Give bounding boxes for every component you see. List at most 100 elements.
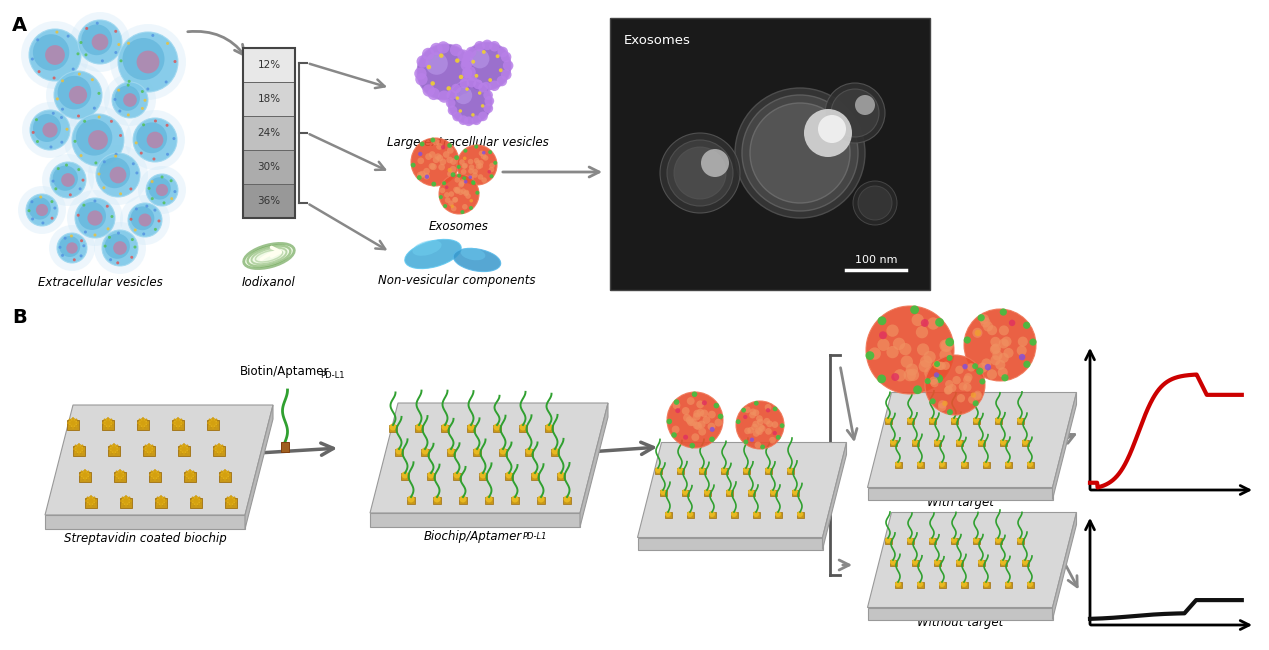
- Text: Biotin/Aptamer: Biotin/Aptamer: [240, 365, 330, 378]
- Circle shape: [758, 424, 764, 431]
- Circle shape: [501, 52, 511, 62]
- Circle shape: [174, 60, 176, 63]
- Circle shape: [459, 159, 464, 165]
- Circle shape: [697, 400, 704, 408]
- Circle shape: [831, 89, 879, 137]
- Circle shape: [429, 151, 435, 158]
- Text: B: B: [11, 308, 27, 327]
- Circle shape: [929, 417, 935, 423]
- Circle shape: [418, 152, 423, 156]
- Circle shape: [52, 179, 55, 183]
- Circle shape: [702, 400, 707, 406]
- Circle shape: [117, 261, 119, 265]
- Circle shape: [156, 497, 165, 506]
- Circle shape: [151, 180, 154, 183]
- Circle shape: [911, 314, 924, 326]
- Circle shape: [481, 82, 491, 92]
- Circle shape: [119, 134, 122, 137]
- Circle shape: [166, 42, 169, 45]
- Circle shape: [104, 244, 107, 248]
- Circle shape: [472, 79, 482, 90]
- Circle shape: [963, 337, 971, 344]
- Circle shape: [185, 471, 194, 480]
- Circle shape: [214, 445, 223, 454]
- Circle shape: [935, 361, 944, 370]
- Circle shape: [968, 395, 977, 404]
- Circle shape: [113, 98, 117, 101]
- Circle shape: [546, 424, 552, 430]
- Bar: [453, 473, 461, 480]
- Polygon shape: [868, 488, 1052, 499]
- Circle shape: [49, 225, 95, 271]
- Circle shape: [964, 373, 972, 382]
- Circle shape: [879, 332, 887, 339]
- Circle shape: [997, 367, 1008, 378]
- Circle shape: [60, 116, 63, 119]
- Circle shape: [80, 154, 82, 157]
- Circle shape: [51, 216, 53, 220]
- Circle shape: [457, 49, 470, 62]
- Circle shape: [77, 168, 80, 171]
- Circle shape: [939, 461, 945, 467]
- Circle shape: [1005, 581, 1011, 587]
- Circle shape: [444, 192, 449, 198]
- Circle shape: [418, 172, 424, 178]
- Circle shape: [967, 363, 976, 372]
- Circle shape: [665, 511, 671, 517]
- Bar: [1000, 560, 1008, 566]
- Text: Iodixanol: Iodixanol: [242, 276, 296, 289]
- Circle shape: [977, 314, 985, 321]
- Text: Biochip/Aptamer: Biochip/Aptamer: [424, 530, 522, 543]
- Circle shape: [127, 84, 129, 86]
- Circle shape: [56, 98, 58, 100]
- Circle shape: [934, 372, 939, 378]
- Circle shape: [1016, 417, 1023, 423]
- Circle shape: [472, 168, 478, 174]
- Bar: [173, 420, 184, 430]
- Circle shape: [452, 197, 458, 203]
- Bar: [207, 420, 220, 430]
- Circle shape: [481, 177, 487, 183]
- Circle shape: [694, 422, 702, 430]
- Circle shape: [401, 471, 409, 478]
- Circle shape: [103, 161, 105, 163]
- Circle shape: [887, 346, 898, 358]
- Circle shape: [453, 187, 458, 192]
- Circle shape: [91, 34, 108, 50]
- Circle shape: [935, 318, 944, 327]
- Circle shape: [473, 158, 480, 163]
- Bar: [939, 582, 945, 588]
- Circle shape: [55, 71, 102, 119]
- Circle shape: [1016, 537, 1023, 543]
- Circle shape: [445, 98, 456, 108]
- Circle shape: [1016, 346, 1027, 356]
- Circle shape: [961, 461, 967, 467]
- Circle shape: [917, 461, 923, 467]
- Circle shape: [147, 187, 151, 190]
- Circle shape: [983, 321, 994, 332]
- Circle shape: [36, 204, 48, 216]
- Circle shape: [963, 376, 972, 384]
- Circle shape: [61, 254, 63, 257]
- Bar: [242, 184, 294, 218]
- Bar: [1027, 462, 1034, 468]
- Circle shape: [442, 424, 448, 430]
- Circle shape: [146, 174, 178, 206]
- Circle shape: [466, 47, 476, 57]
- Circle shape: [482, 50, 486, 54]
- Circle shape: [770, 489, 777, 495]
- Circle shape: [464, 180, 467, 183]
- Circle shape: [77, 73, 81, 75]
- Circle shape: [415, 424, 423, 430]
- Circle shape: [685, 416, 694, 424]
- Circle shape: [477, 163, 483, 168]
- Circle shape: [878, 317, 886, 325]
- Circle shape: [471, 60, 475, 64]
- Circle shape: [972, 363, 978, 369]
- Text: 36%: 36%: [258, 196, 280, 206]
- Circle shape: [953, 376, 961, 384]
- Circle shape: [472, 172, 478, 178]
- Circle shape: [995, 537, 1001, 543]
- Polygon shape: [637, 443, 846, 538]
- Bar: [519, 425, 527, 432]
